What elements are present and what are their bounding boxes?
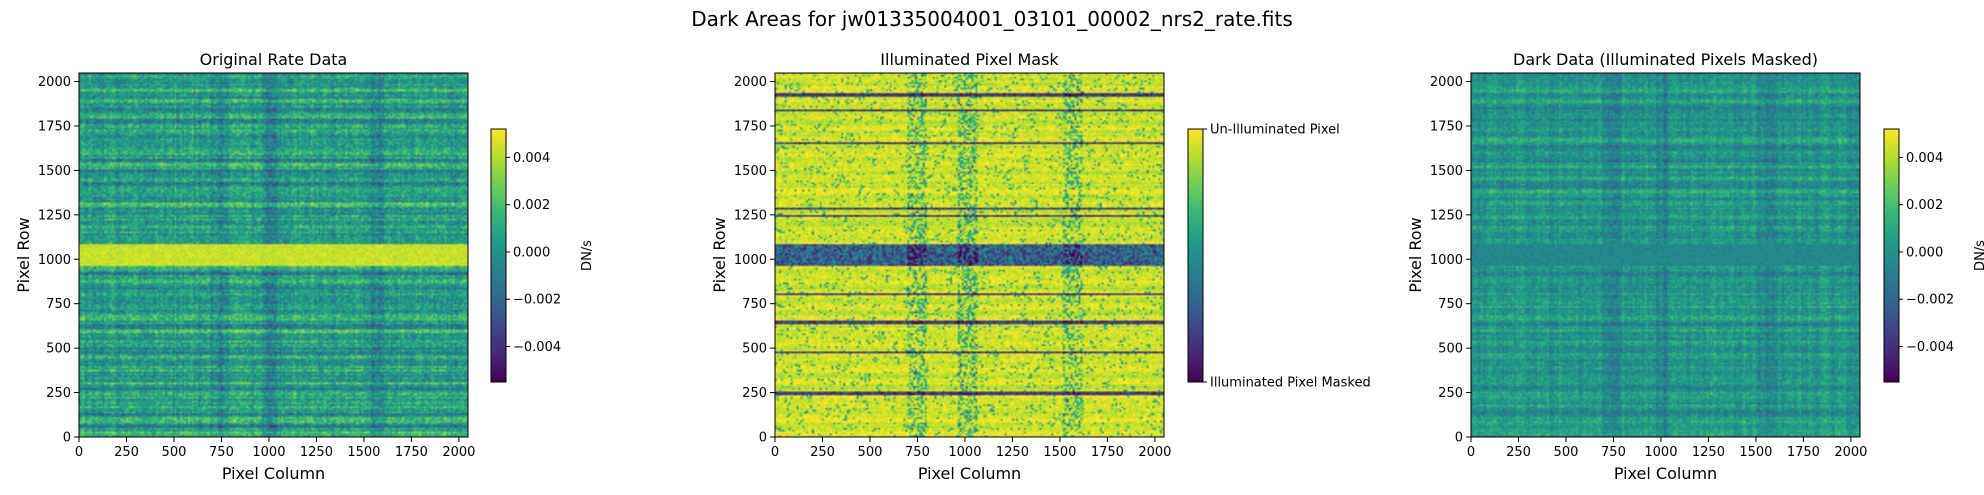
colorbar-tick-label: 0.000	[1906, 245, 1943, 260]
x-tick-label: 0	[75, 445, 83, 460]
y-tick-label: 0	[759, 431, 767, 446]
x-tick-label: 1750	[395, 445, 428, 460]
y-tick-label: 2000	[1430, 75, 1463, 90]
x-axis-label: Pixel Column	[918, 464, 1021, 483]
figure-suptitle: Dark Areas for jw01335004001_03101_00002…	[691, 7, 1293, 31]
y-tick-label: 750	[1438, 297, 1463, 312]
x-tick-label: 1250	[1692, 445, 1725, 460]
y-tick-label: 1750	[38, 119, 71, 134]
colorbar: −0.004 −0.002 0.000 0.002 0.004 DN/s	[490, 128, 595, 383]
heatmap-image	[775, 73, 1164, 437]
y-axis-label: Pixel Row	[710, 217, 729, 292]
x-tick-label: 1000	[1644, 445, 1677, 460]
x-tick-label: 1000	[252, 445, 285, 460]
x-tick-label: 0	[771, 445, 779, 460]
x-tick-label: 1500	[1043, 445, 1076, 460]
y-tick-label: 1000	[1430, 253, 1463, 268]
colorbar-tick-label: Illuminated Pixel Masked	[1210, 376, 1371, 391]
colorbar: −0.004 −0.002 0.000 0.002 0.004 DN/s	[1883, 128, 1984, 383]
colorbar-gradient	[1883, 128, 1900, 383]
panel-title: Original Rate Data	[200, 50, 348, 69]
y-tick-label: 0	[1455, 431, 1463, 446]
x-tick-label: 1000	[948, 445, 981, 460]
y-tick-label: 250	[1438, 386, 1463, 401]
x-axis-label: Pixel Column	[222, 464, 325, 483]
y-tick-label: 1500	[734, 164, 767, 179]
x-tick-label: 1500	[1739, 445, 1772, 460]
x-tick-label: 2000	[1138, 445, 1171, 460]
x-tick-label: 2000	[442, 445, 475, 460]
colorbar-tick-label: 0.004	[513, 151, 550, 166]
colorbar-tick-label: 0.004	[1906, 151, 1943, 166]
y-tick-label: 1000	[38, 253, 71, 268]
y-tick-label: 2000	[38, 75, 71, 90]
y-tick-label: 500	[1438, 342, 1463, 357]
colorbar-tick-label: −0.004	[513, 340, 561, 355]
panel-title: Dark Data (Illuminated Pixels Masked)	[1513, 50, 1818, 69]
colorbar-tick-label: Un-Illuminated Pixel	[1210, 123, 1340, 138]
y-axis-label: Pixel Row	[1406, 217, 1425, 292]
x-tick-label: 1250	[300, 445, 333, 460]
y-tick-label: 1000	[734, 253, 767, 268]
colorbar-tick-label: 0.002	[513, 198, 550, 213]
x-tick-label: 500	[162, 445, 187, 460]
y-tick-label: 250	[742, 386, 767, 401]
colorbar-tick-label: −0.002	[513, 293, 561, 308]
x-tick-label: 750	[905, 445, 930, 460]
y-tick-label: 1250	[1430, 208, 1463, 223]
y-axis-label: Pixel Row	[14, 217, 33, 292]
x-tick-label: 250	[114, 445, 139, 460]
axes-frame	[1470, 72, 1861, 438]
heatmap-image	[79, 73, 468, 437]
colorbar-label: DN/s	[1973, 240, 1984, 271]
colorbar: Un-Illuminated Pixel Illuminated Pixel Ma…	[1187, 123, 1371, 391]
y-tick-label: 1500	[38, 164, 71, 179]
heatmap-panel-3: Dark Data (Illuminated Pixels Masked) 0 25…	[1406, 50, 1984, 483]
y-tick-label: 1250	[734, 208, 767, 223]
y-tick-label: 0	[63, 431, 71, 446]
y-tick-label: 1500	[1430, 164, 1463, 179]
x-tick-label: 500	[1554, 445, 1579, 460]
x-tick-label: 750	[1601, 445, 1626, 460]
x-tick-label: 750	[209, 445, 234, 460]
colorbar-gradient	[490, 128, 507, 383]
y-tick-label: 500	[742, 342, 767, 357]
y-tick-label: 250	[46, 386, 71, 401]
colorbar-tick-label: −0.004	[1906, 340, 1954, 355]
x-tick-label: 1500	[347, 445, 380, 460]
axes-frame	[78, 72, 469, 438]
x-tick-label: 1750	[1787, 445, 1820, 460]
x-tick-label: 250	[810, 445, 835, 460]
colorbar-label: DN/s	[580, 240, 595, 271]
colorbar-tick-label: 0.002	[1906, 198, 1943, 213]
heatmap-panel-1: Original Rate Data 0 250 500 750 1000 1250 1500…	[14, 50, 595, 483]
y-tick-label: 750	[742, 297, 767, 312]
x-tick-label: 2000	[1834, 445, 1867, 460]
colorbar-tick-label: −0.002	[1906, 293, 1954, 308]
panel-title: Illuminated Pixel Mask	[880, 50, 1059, 69]
y-tick-label: 1250	[38, 208, 71, 223]
colorbar-gradient	[1187, 128, 1204, 383]
x-tick-label: 250	[1506, 445, 1531, 460]
heatmap-image	[1471, 73, 1860, 437]
x-tick-label: 1750	[1091, 445, 1124, 460]
x-tick-label: 1250	[996, 445, 1029, 460]
y-tick-label: 750	[46, 297, 71, 312]
x-tick-label: 500	[858, 445, 883, 460]
colorbar-tick-label: 0.000	[513, 245, 550, 260]
y-tick-label: 2000	[734, 75, 767, 90]
y-tick-label: 500	[46, 342, 71, 357]
x-axis-label: Pixel Column	[1614, 464, 1717, 483]
heatmap-panel-2: Illuminated Pixel Mask 0 250 500 750 1000 1250…	[710, 50, 1371, 483]
axes-frame	[774, 72, 1165, 438]
x-tick-label: 0	[1467, 445, 1475, 460]
y-tick-label: 1750	[734, 119, 767, 134]
y-tick-label: 1750	[1430, 119, 1463, 134]
